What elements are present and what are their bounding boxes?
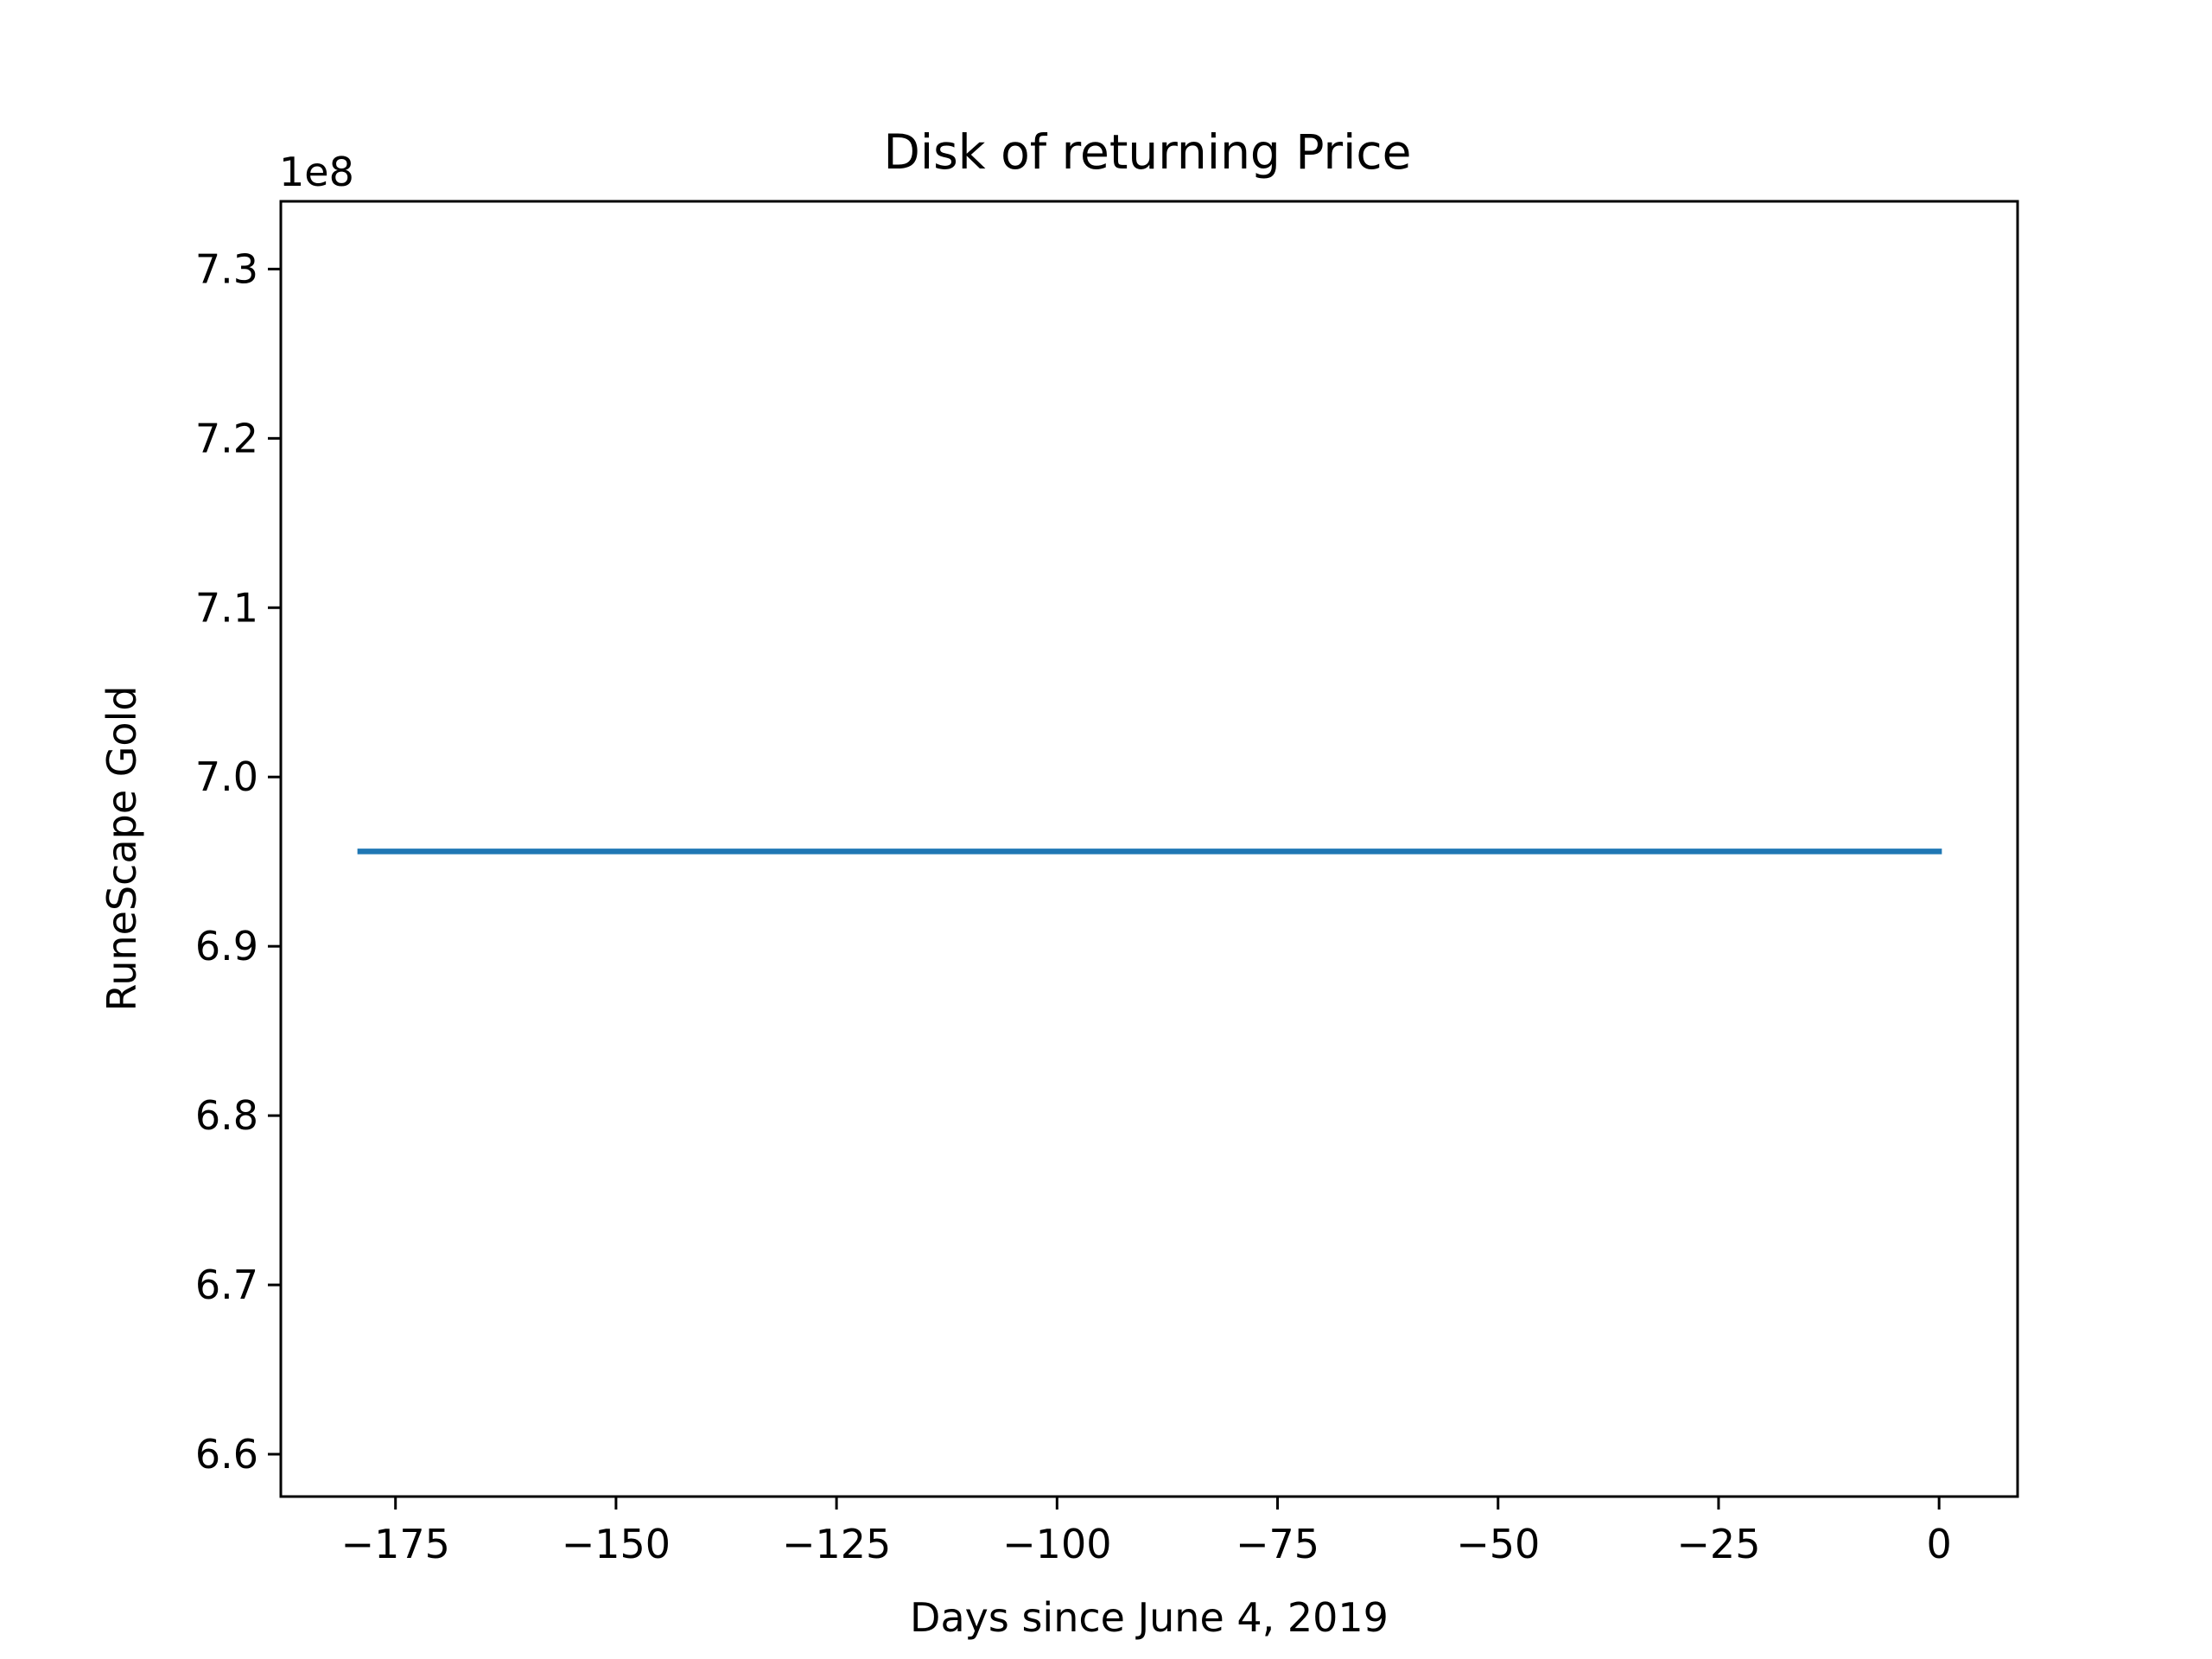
y-tick-label: 7.0 bbox=[195, 753, 258, 800]
y-axis-ticks: 6.6 6.7 6.8 6.9 7.0 7.1 7.2 7.3 bbox=[195, 245, 281, 1478]
y-axis-label: RuneScape Gold bbox=[99, 685, 145, 1011]
x-axis-label: Days since June 4, 2019 bbox=[910, 1594, 1389, 1641]
y-tick-label: 6.9 bbox=[195, 923, 258, 969]
x-tick-label: −125 bbox=[782, 1521, 891, 1567]
x-tick-label: −50 bbox=[1456, 1521, 1540, 1567]
x-tick-label: −75 bbox=[1236, 1521, 1319, 1567]
y-tick-label: 7.1 bbox=[195, 584, 258, 631]
plot-area-frame bbox=[279, 200, 2019, 1498]
y-tick-label: 6.6 bbox=[195, 1431, 258, 1478]
chart-title: Disk of returning Price bbox=[884, 124, 1412, 180]
y-axis-offset-label: 1e8 bbox=[279, 149, 354, 195]
x-tick-label: −25 bbox=[1676, 1521, 1760, 1567]
y-tick-label: 6.7 bbox=[195, 1262, 258, 1308]
x-tick-label: 0 bbox=[1927, 1521, 1952, 1567]
y-tick-label: 6.8 bbox=[195, 1092, 258, 1139]
x-axis-ticks: −175 −150 −125 −100 −75 −50 −25 0 bbox=[341, 1497, 1952, 1567]
x-tick-label: −175 bbox=[341, 1521, 450, 1567]
x-tick-label: −150 bbox=[562, 1521, 671, 1567]
y-tick-label: 7.3 bbox=[195, 245, 258, 292]
y-tick-label: 7.2 bbox=[195, 415, 258, 461]
x-tick-label: −100 bbox=[1002, 1521, 1111, 1567]
